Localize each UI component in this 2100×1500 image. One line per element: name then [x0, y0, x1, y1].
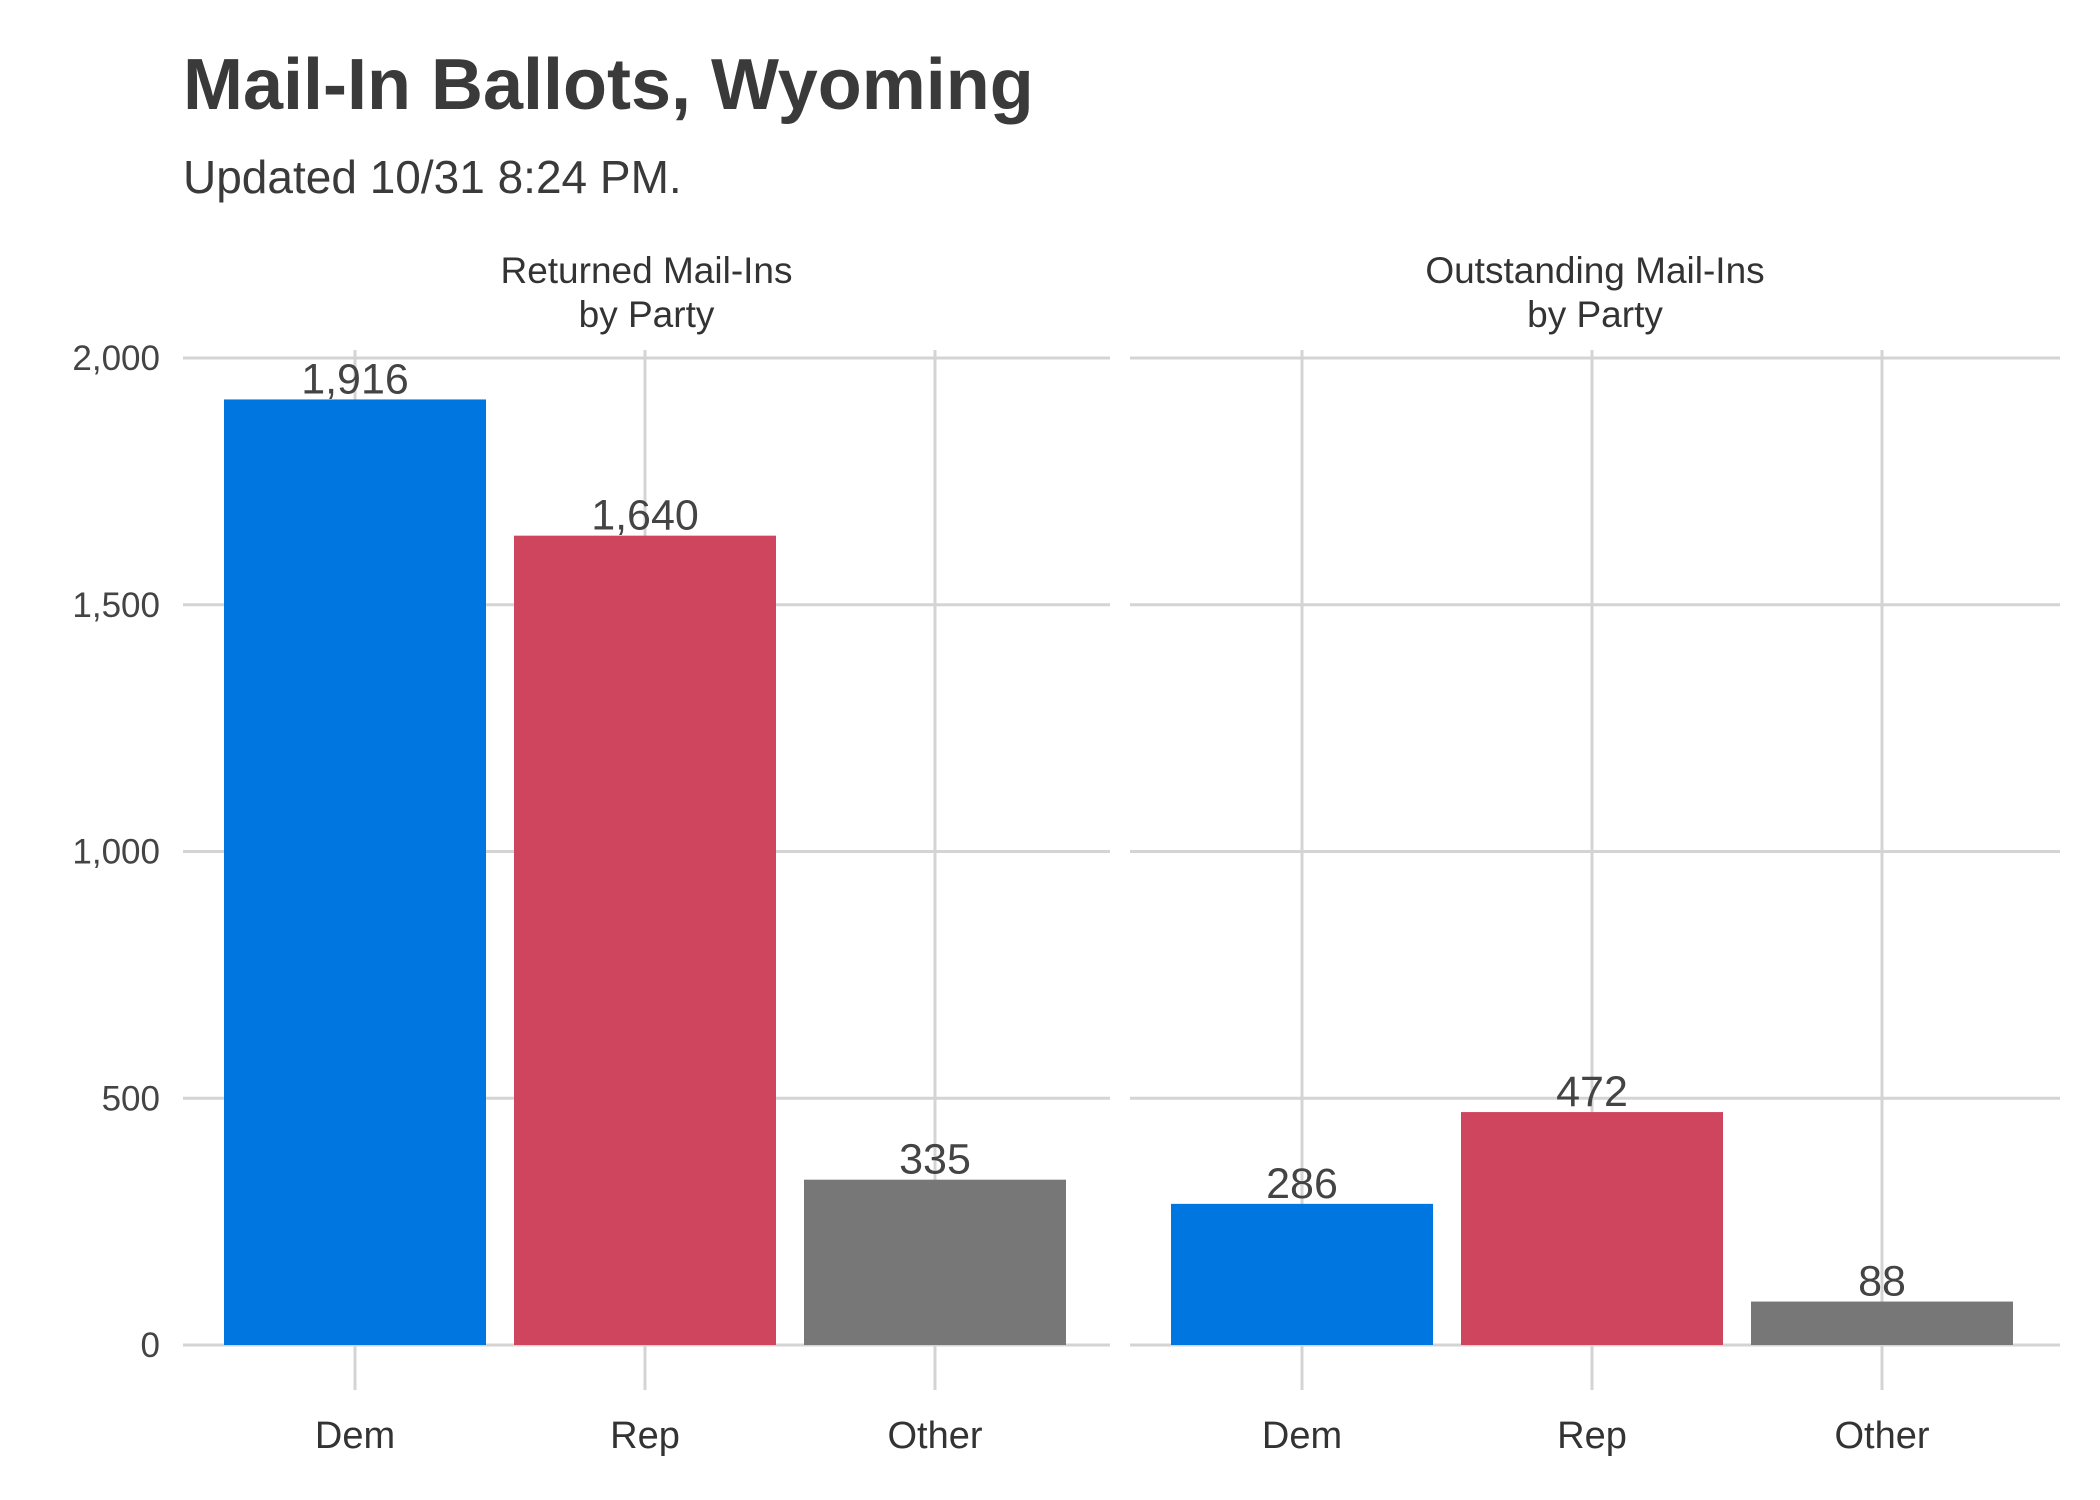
x-tick-label: Dem [315, 1415, 395, 1457]
data-label: 472 [1556, 1068, 1628, 1116]
x-tick-label: Other [1834, 1415, 1929, 1457]
data-label: 1,640 [591, 492, 699, 540]
bar-dem [224, 399, 486, 1346]
bar-rep [514, 535, 776, 1345]
bar-dem [1171, 1203, 1433, 1345]
data-label: 335 [899, 1136, 971, 1184]
panel-title: Outstanding Mail-Ins [1425, 250, 1764, 291]
data-label: 88 [1858, 1258, 1906, 1306]
data-label: 286 [1266, 1160, 1338, 1208]
y-tick-label: 1,500 [72, 586, 160, 625]
data-label: 1,916 [301, 355, 409, 403]
y-tick-label: 2,000 [72, 339, 160, 378]
bar-other [804, 1179, 1066, 1345]
x-tick-label: Rep [610, 1415, 680, 1457]
y-tick-label: 500 [102, 1079, 160, 1118]
x-tick-label: Rep [1557, 1415, 1627, 1457]
panel-title: by Party [1527, 294, 1663, 335]
x-tick-label: Dem [1262, 1415, 1342, 1457]
panel-title: Returned Mail-Ins [500, 250, 792, 291]
bar-other [1751, 1301, 2013, 1345]
page-subtitle: Updated 10/31 8:24 PM. [183, 151, 682, 203]
y-tick-label: 1,000 [72, 833, 160, 872]
y-tick-label: 0 [141, 1326, 160, 1365]
bar-rep [1461, 1112, 1723, 1345]
panel-title: by Party [579, 294, 715, 335]
page-title: Mail-In Ballots, Wyoming [183, 45, 1034, 125]
x-tick-label: Other [887, 1415, 982, 1457]
